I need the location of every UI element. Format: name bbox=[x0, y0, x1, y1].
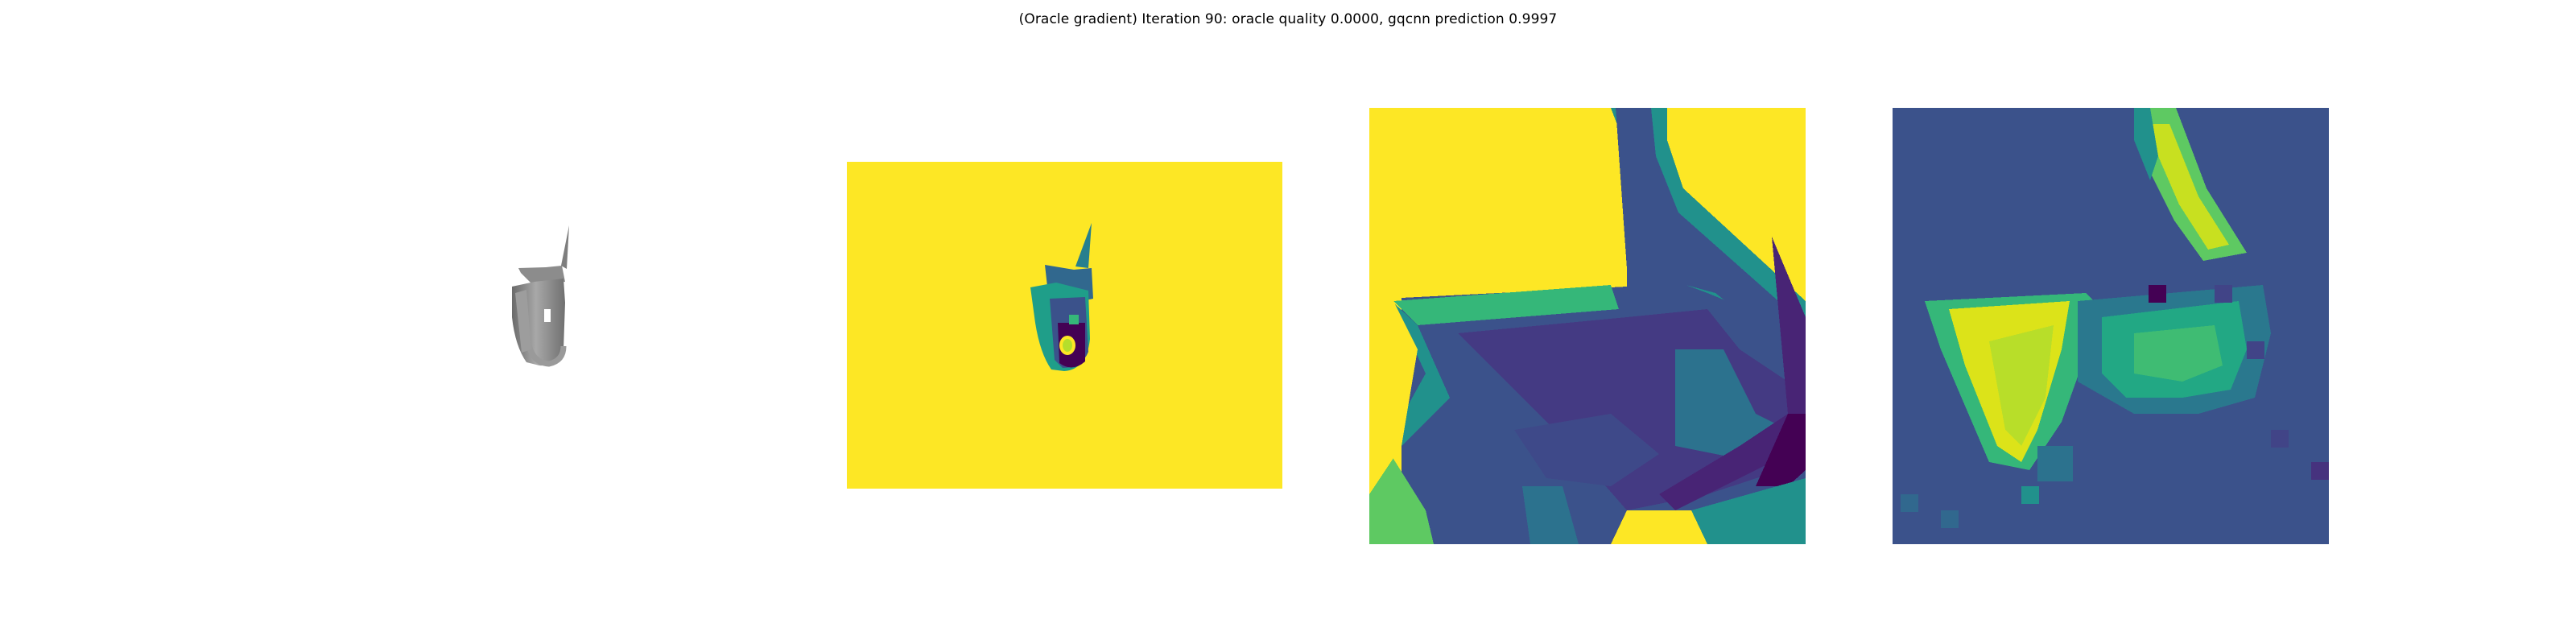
depth-image-icon bbox=[847, 162, 1282, 489]
gradient-panel bbox=[1893, 108, 2329, 544]
object-render-icon bbox=[512, 225, 569, 367]
figure-title: (Oracle gradient) Iteration 90: oracle q… bbox=[1018, 11, 1558, 27]
object-render-panel bbox=[435, 108, 869, 543]
depth-crop-panel bbox=[1369, 108, 1806, 544]
depth-crop-heatmap-icon bbox=[1369, 108, 1806, 544]
gradient-heatmap-icon bbox=[1893, 108, 2329, 544]
depth-image-panel bbox=[847, 162, 1282, 489]
